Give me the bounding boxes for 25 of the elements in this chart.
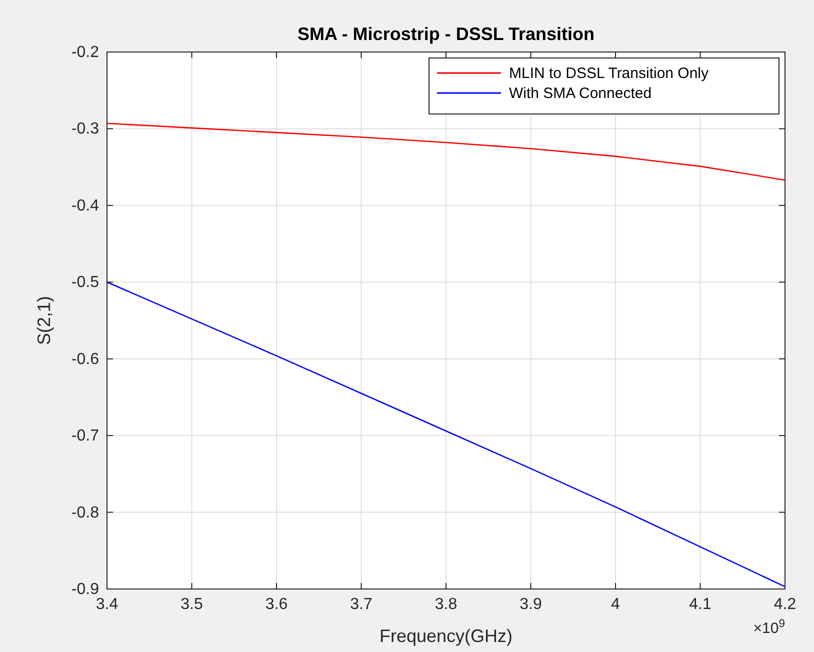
- y-tick-label: -0.4: [71, 197, 100, 214]
- y-axis-title: S(2,1): [34, 296, 54, 346]
- x-tick-label: 3.6: [265, 596, 288, 613]
- y-tick-label: -0.5: [71, 274, 100, 292]
- x-tick-label: 4.1: [689, 596, 712, 613]
- x-axis-title: Frequency(GHz): [379, 626, 513, 646]
- y-tick-label: -0.7: [71, 428, 100, 445]
- x-tick-label: 3.5: [180, 596, 203, 613]
- x-tick-label: 4: [611, 596, 620, 613]
- x-tick-label: 4.2: [774, 596, 796, 613]
- line-series: [106, 122, 786, 181]
- y-tick-label: -0.6: [71, 350, 100, 368]
- chart-title: SMA - Microstrip - DSSL Transition: [297, 24, 595, 44]
- x-tick-label: 3.8: [434, 596, 458, 613]
- y-tick-label: -0.9: [71, 581, 100, 598]
- y-tick-label: -0.8: [71, 504, 100, 522]
- x-tick-label: 3.4: [96, 596, 118, 613]
- legend-label: With SMA Connected: [509, 85, 652, 102]
- y-tick-label: -0.2: [71, 44, 100, 61]
- line-series: [106, 281, 786, 588]
- legend-label: MLIN to DSSL Transition Only: [509, 65, 710, 82]
- y-tick-label: -0.3: [71, 120, 100, 138]
- x-tick-label: 3.7: [350, 596, 372, 613]
- text: ×10$^{9}$: [753, 618, 785, 637]
- x-tick-label: 3.9: [520, 596, 542, 613]
